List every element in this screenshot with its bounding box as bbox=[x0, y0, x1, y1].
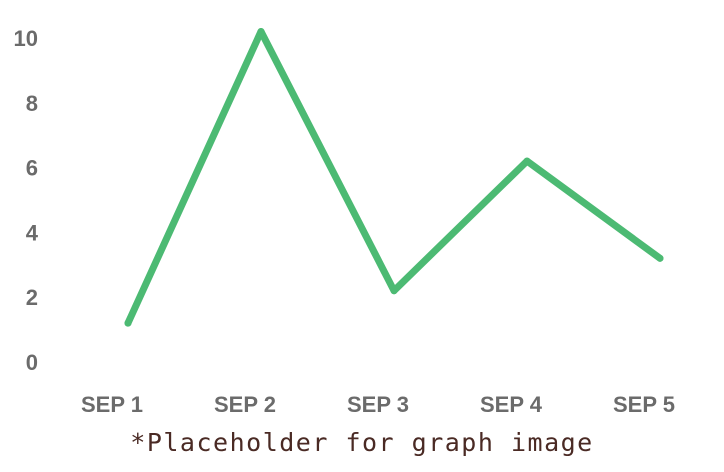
y-tick-label: 6 bbox=[26, 156, 38, 181]
y-tick-label: 8 bbox=[26, 91, 38, 116]
chart-canvas: 0 2 4 6 8 10 SEP 1 SEP 2 SEP 3 SEP 4 SEP 5 bbox=[14, 26, 675, 417]
data-point bbox=[523, 157, 531, 165]
x-tick-label: SEP 2 bbox=[214, 392, 276, 417]
series-line bbox=[124, 28, 664, 327]
data-point bbox=[257, 28, 265, 36]
y-tick-label: 10 bbox=[14, 26, 38, 51]
data-point bbox=[390, 287, 398, 295]
line-chart: 0 2 4 6 8 10 SEP 1 SEP 2 SEP 3 SEP 4 SEP 5 bbox=[14, 26, 675, 417]
series-layer bbox=[124, 28, 664, 327]
x-tick-label: SEP 3 bbox=[347, 392, 409, 417]
y-tick-label: 0 bbox=[26, 350, 38, 375]
data-point bbox=[656, 254, 664, 262]
y-tick-label: 2 bbox=[26, 285, 38, 310]
y-tick-label: 4 bbox=[26, 220, 39, 245]
x-tick-label: SEP 4 bbox=[480, 392, 543, 417]
placeholder-caption: *Placeholder for graph image bbox=[130, 428, 594, 457]
x-tick-label: SEP 5 bbox=[613, 392, 675, 417]
x-tick-label: SEP 1 bbox=[81, 392, 143, 417]
data-point bbox=[124, 319, 132, 327]
x-axis-ticks: SEP 1 SEP 2 SEP 3 SEP 4 SEP 5 bbox=[81, 392, 675, 417]
y-axis-ticks: 0 2 4 6 8 10 bbox=[14, 26, 39, 375]
